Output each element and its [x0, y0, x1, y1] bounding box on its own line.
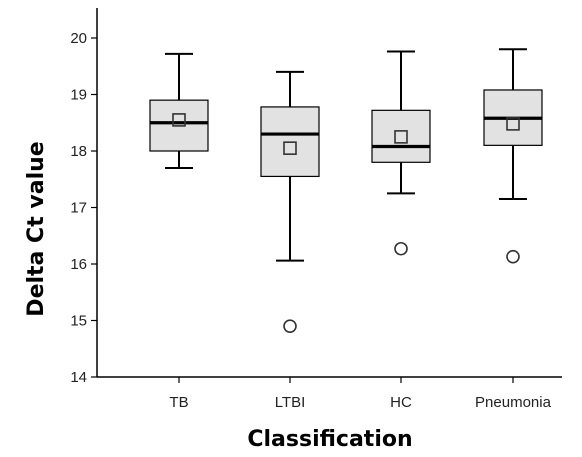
y-tick-label: 19: [70, 87, 87, 104]
mean-marker: [283, 141, 297, 155]
plot-area: [149, 48, 543, 333]
x-tick-label: Pneumonia: [475, 394, 552, 411]
y-tick-label: 15: [70, 313, 87, 330]
y-tick-label: 18: [70, 143, 87, 160]
outlier-point: [394, 241, 408, 256]
mean-marker: [394, 130, 408, 144]
x-axis-title: Classification: [247, 427, 412, 452]
mean-marker: [506, 117, 520, 131]
box-pneumonia: [483, 48, 543, 264]
y-axis-title: Delta Ct value: [24, 141, 49, 316]
outlier-point: [506, 249, 520, 264]
mean-marker: [172, 113, 186, 127]
outlier-point: [283, 319, 297, 333]
x-axis-ticks: TB LTBI HC Pneumonia: [169, 377, 552, 411]
box-ltbi: [260, 70, 320, 333]
y-tick-label: 20: [70, 30, 87, 47]
y-axis-ticks: 14 15 16 17 18 19 20: [70, 30, 97, 386]
box-hc: [371, 50, 431, 256]
x-tick-label: TB: [169, 394, 188, 411]
y-tick-label: 16: [70, 256, 87, 273]
x-tick-label: HC: [390, 394, 412, 411]
iqr-box: [371, 109, 431, 163]
box-tb: [149, 52, 209, 169]
y-tick-label: 17: [70, 200, 87, 217]
x-tick-label: LTBI: [275, 394, 306, 411]
y-tick-label: 14: [70, 369, 87, 386]
